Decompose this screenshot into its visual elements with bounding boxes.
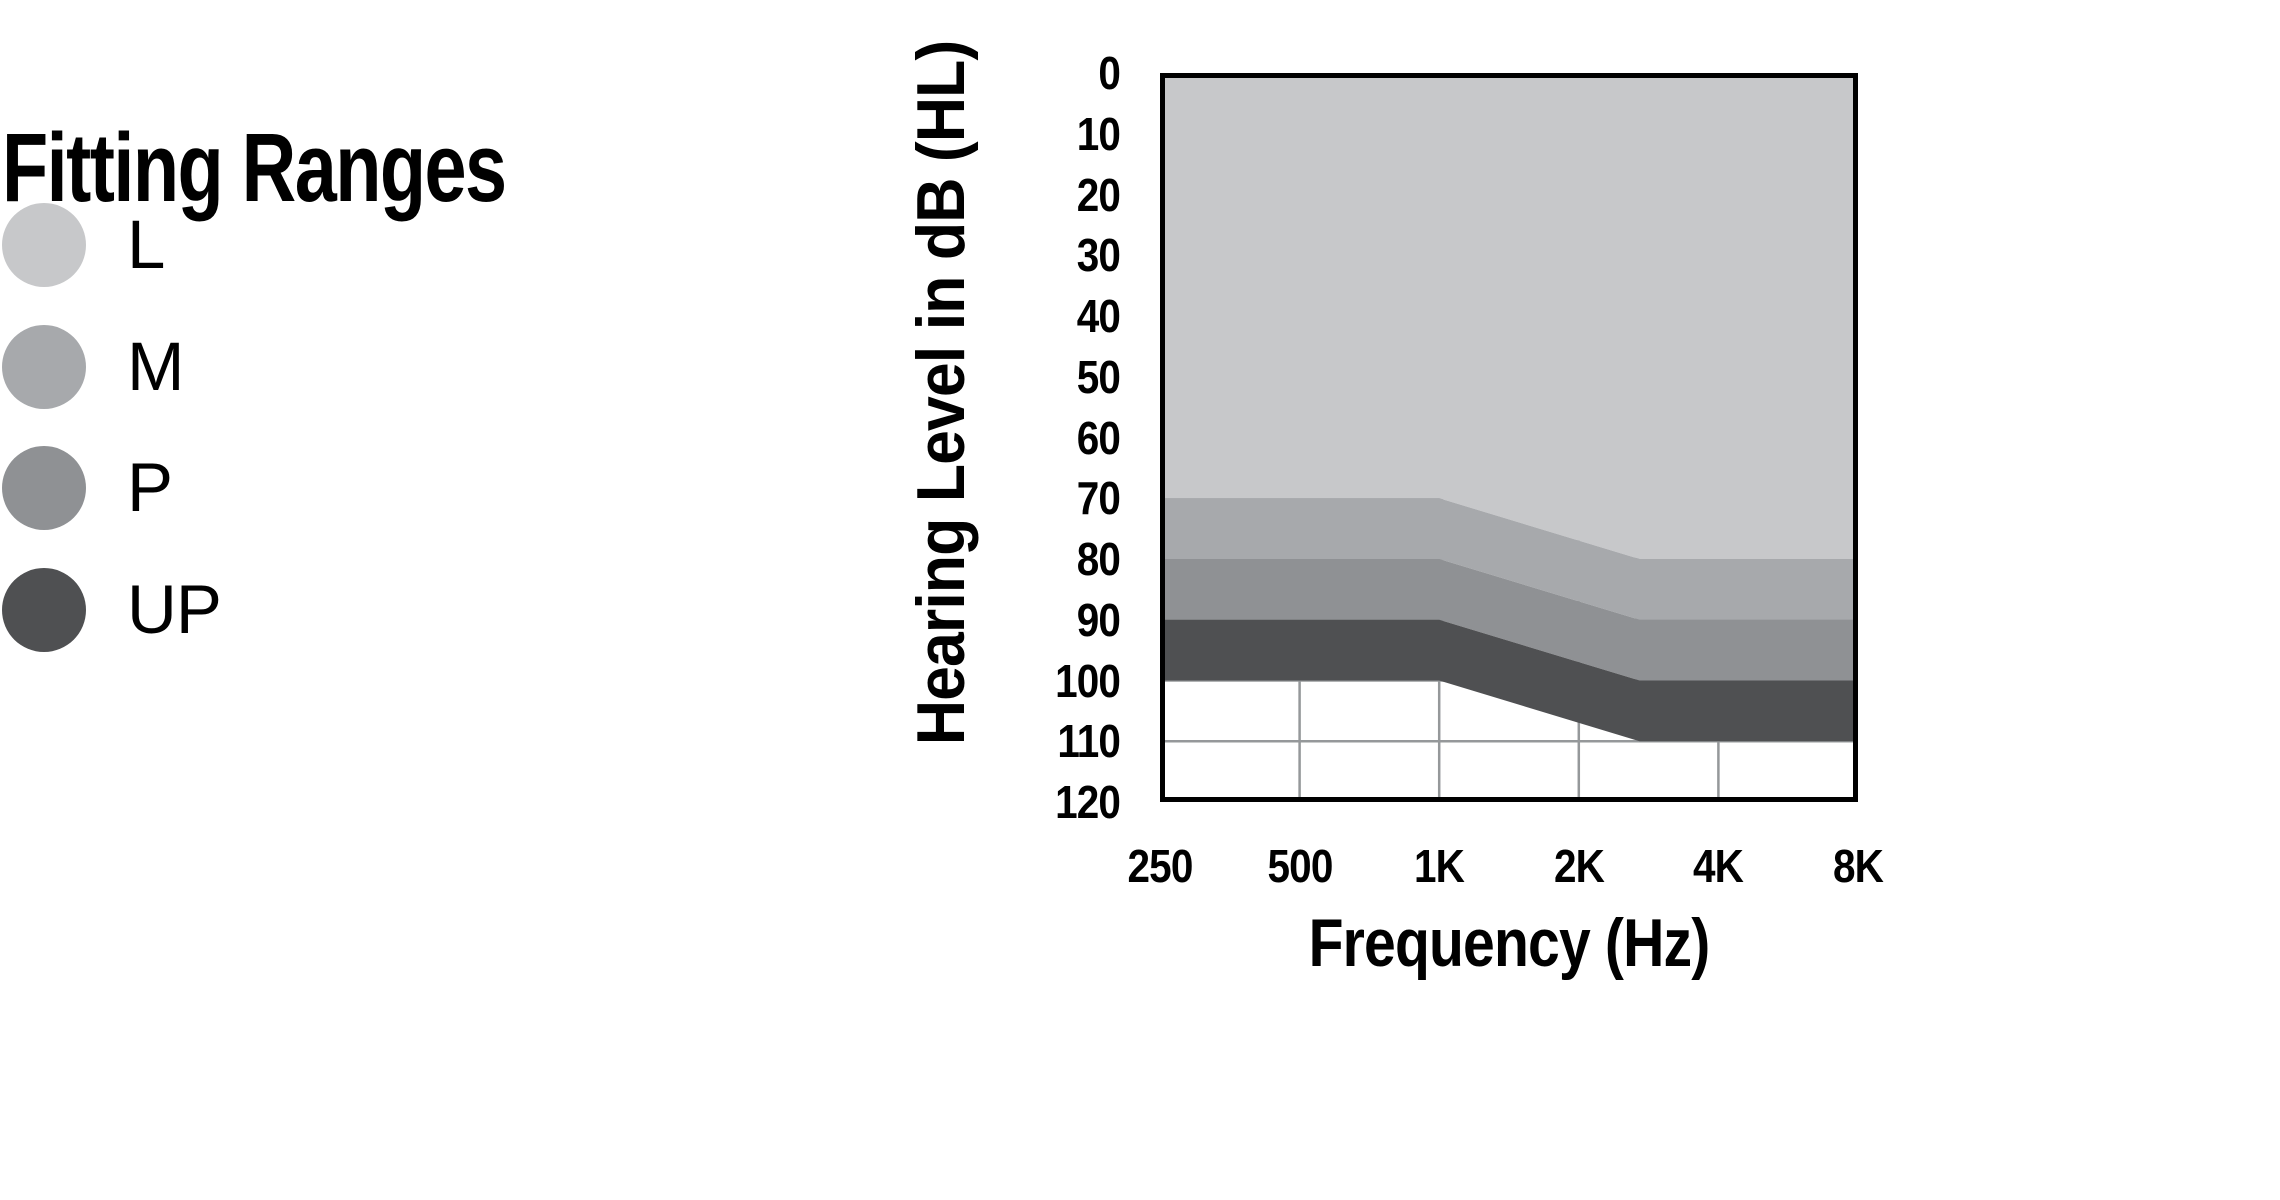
legend-label-m: M bbox=[127, 328, 184, 405]
y-tick-60: 60 bbox=[1076, 412, 1121, 464]
legend-label-up: UP bbox=[127, 571, 222, 648]
x-tick-2k: 2K bbox=[1554, 840, 1605, 892]
y-tick-120: 120 bbox=[1055, 776, 1121, 828]
y-tick-20: 20 bbox=[1076, 169, 1121, 221]
fitting-range-band-up bbox=[1160, 619, 1858, 742]
fitting-range-plot bbox=[1160, 73, 1858, 802]
y-tick-30: 30 bbox=[1076, 229, 1121, 281]
plot-border bbox=[1160, 73, 1858, 802]
legend-item-m: M bbox=[2, 325, 184, 409]
y-tick-90: 90 bbox=[1076, 594, 1121, 646]
x-tick-8k: 8K bbox=[1833, 840, 1884, 892]
y-tick-70: 70 bbox=[1076, 472, 1121, 524]
y-tick-80: 80 bbox=[1076, 533, 1121, 585]
fitting-range-band-m bbox=[1160, 498, 1858, 620]
y-tick-110: 110 bbox=[1057, 715, 1121, 767]
y-tick-10: 10 bbox=[1076, 108, 1121, 160]
y-tick-50: 50 bbox=[1076, 351, 1121, 403]
fitting-range-band-p bbox=[1160, 559, 1858, 681]
legend-swatch-up-circle bbox=[2, 568, 86, 652]
x-axis-title: Frequency (Hz) bbox=[1308, 905, 1711, 981]
x-tick-1k: 1K bbox=[1414, 840, 1465, 892]
y-tick-40: 40 bbox=[1076, 290, 1121, 342]
y-tick-100: 100 bbox=[1055, 655, 1121, 707]
legend-swatch-p-circle bbox=[2, 446, 86, 530]
legend-item-l: L bbox=[2, 203, 165, 287]
y-tick-0: 0 bbox=[1098, 47, 1121, 99]
legend-item-p: P bbox=[2, 446, 173, 530]
page-title: Fitting Ranges bbox=[2, 112, 507, 222]
fitting-range-band-l bbox=[1160, 73, 1858, 559]
legend-label-p: P bbox=[127, 449, 173, 526]
y-axis-title: Hearing Level in dB (HL) bbox=[903, 40, 979, 746]
legend-label-l: L bbox=[127, 206, 165, 283]
legend-swatch-l-circle bbox=[2, 203, 86, 287]
x-tick-4k: 4K bbox=[1693, 840, 1744, 892]
x-tick-250: 250 bbox=[1127, 840, 1194, 892]
legend-item-up: UP bbox=[2, 568, 222, 652]
x-tick-500: 500 bbox=[1267, 840, 1334, 892]
legend-swatch-m-circle bbox=[2, 325, 86, 409]
